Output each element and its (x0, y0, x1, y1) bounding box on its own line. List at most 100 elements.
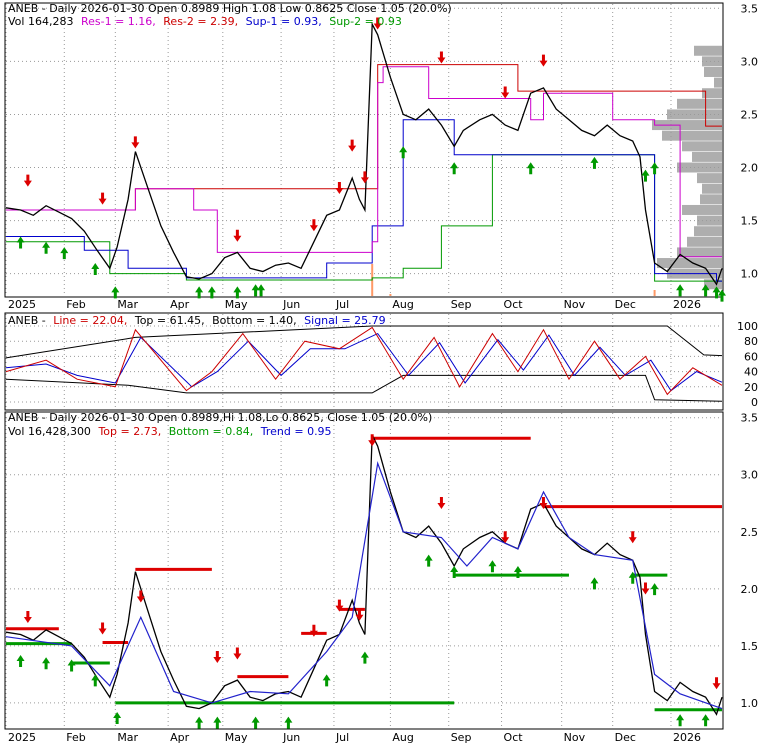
buy-arrow (424, 554, 433, 567)
month-label-2025: 2025 (8, 731, 36, 744)
sell-arrow (501, 531, 510, 544)
buy-arrow (111, 286, 120, 299)
stoch-header-line: Line = 22.04, (53, 314, 127, 327)
stochastic-panel: 0 20 40 60 80 100 (5, 314, 758, 409)
stoch-top-line (5, 325, 723, 359)
sup1-line (6, 119, 722, 282)
volume-profile-bar (677, 162, 722, 173)
month-label-nov: Nov (564, 298, 586, 311)
buy-arrow (213, 716, 222, 729)
month-label-dec: Dec (615, 298, 636, 311)
volume-profile-bar (702, 183, 722, 194)
buy-arrow (513, 566, 522, 579)
sell-arrow (437, 51, 446, 64)
sell-arrow (348, 139, 357, 152)
volume-profile-bar (697, 215, 722, 226)
stoch-tick-label: 0 (751, 396, 758, 409)
volume-profile-bar (657, 258, 722, 269)
price-tick-label: 3.0 (741, 55, 759, 68)
sell-arrow (355, 608, 364, 621)
stoch-tick-label: 100 (737, 320, 758, 333)
buy-arrow (233, 286, 242, 299)
volume-profile-bar (697, 173, 722, 184)
price-tick-label: 2.0 (741, 162, 759, 175)
res1-line (6, 66, 722, 258)
volume-profile-bar (714, 77, 722, 88)
trend-line (5, 460, 723, 710)
sell-arrow (641, 582, 650, 595)
volume-profile-bar (682, 141, 722, 152)
month-label-aug: Aug (392, 731, 413, 744)
volume-profile-bar (700, 194, 722, 205)
trend-tick-label: 1.0 (741, 697, 759, 710)
buy-arrow (284, 716, 293, 729)
month-label-may: May (225, 298, 248, 311)
price-header-res2: Res-2 = 2.39, (163, 15, 238, 28)
sell-arrow (373, 17, 382, 30)
trend-header-trend: Trend = 0.95 (260, 425, 332, 438)
trend-tick-label: 3.5 (741, 412, 759, 425)
month-label-2025: 2025 (8, 298, 36, 311)
stoch-tick-label: 40 (744, 366, 758, 379)
stoch-signal-line (5, 332, 723, 392)
buy-arrow (207, 286, 216, 299)
svg-text:Vol 164,283 Res-1 = 1.16,: Vol 164,283 Res-1 = 1.16, Res-2 = 2.39, … (8, 15, 402, 28)
trend-tick-label: 3.0 (741, 469, 759, 482)
sell-arrow (360, 171, 369, 184)
trend-panel-frame (4, 411, 724, 730)
month-label-oct: Oct (504, 731, 524, 744)
buy-arrow (641, 169, 650, 182)
volume-profile-bar (702, 56, 722, 67)
volume-profile-bar (677, 98, 722, 109)
price-line (5, 21, 723, 286)
stoch-header-symbol: ANEB - (8, 314, 46, 327)
month-label-2026: 2026 (673, 731, 701, 744)
volume-profile-bar (692, 151, 722, 162)
stoch-tick-label: 60 (744, 350, 758, 363)
buy-arrow (488, 560, 497, 573)
buy-arrow (718, 289, 726, 302)
sell-arrow (23, 174, 32, 187)
month-label-jul: Jul (335, 298, 349, 311)
stoch-tick-label: 20 (744, 381, 758, 394)
volume-profile-bar (652, 120, 722, 131)
svg-text:ANEB - Line = 22.04, T: ANEB - Line = 22.04, Top = 61.45, Bottom… (8, 314, 386, 327)
month-axis: 2025 2025 Feb Feb Mar Mar Apr Apr May May Jun Jun Ju… (8, 298, 701, 744)
volume-profile-bar (662, 130, 722, 141)
buy-arrow (42, 241, 51, 254)
buy-arrow (60, 247, 69, 260)
stoch-bottom-line (5, 374, 723, 402)
stoch-header-bottom: Bottom = 1.40, (212, 314, 297, 327)
sell-arrow (213, 650, 222, 663)
buy-arrow (322, 674, 331, 687)
price-header-line1: ANEB - Daily 2026-01-30 Open 0.8989 High… (8, 2, 452, 15)
price-panel: 1.0 1.5 2.0 2.5 3.0 3.5 (5, 2, 759, 302)
price-tick-label: 1.0 (741, 268, 759, 281)
buy-arrow (16, 236, 25, 249)
sell-arrow (309, 624, 318, 637)
stoch-tick-label: 80 (744, 335, 758, 348)
buy-arrow (16, 654, 25, 667)
month-label-oct: Oct (504, 298, 524, 311)
buy-arrow (91, 263, 100, 276)
sell-arrow (539, 54, 548, 67)
stoch-header-top: Top = 61.45, (134, 314, 205, 327)
price-panel-frame (4, 2, 724, 298)
trend-panel: 1.0 1.5 2.0 2.5 3.0 3.5 (5, 412, 759, 729)
buy-arrow (590, 577, 599, 590)
buy-arrow (701, 714, 710, 727)
trend-tick-label: 2.5 (741, 526, 759, 539)
volume-profile-bar (702, 88, 722, 99)
month-label-mar: Mar (117, 731, 138, 744)
volume-bar (389, 294, 392, 296)
price-tick-label: 3.5 (741, 2, 759, 15)
sell-arrow (136, 590, 145, 603)
volume-profile-bar (694, 226, 722, 237)
price-header-volume: Vol 164,283 (8, 15, 73, 28)
sell-arrow (98, 192, 107, 205)
buy-arrow (251, 716, 260, 729)
trend-tick-label: 1.5 (741, 640, 759, 653)
sell-arrow (233, 229, 242, 242)
buy-arrow (67, 659, 76, 672)
